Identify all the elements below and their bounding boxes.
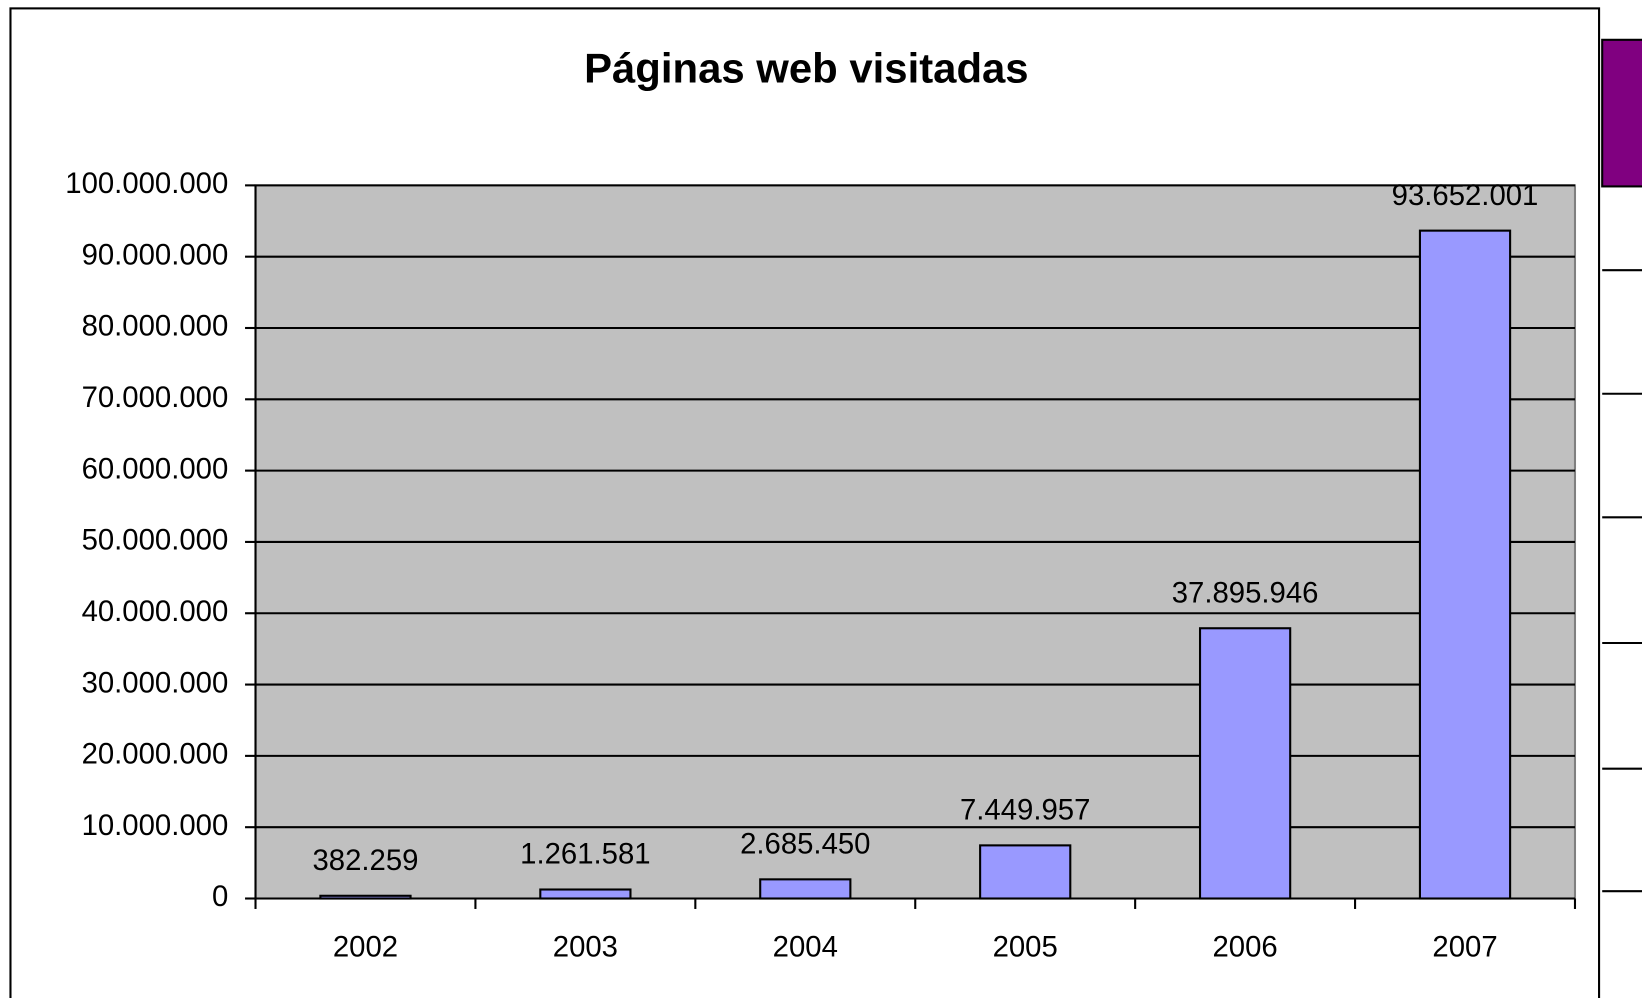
y-tick-label: 40.000.000 <box>82 595 229 628</box>
chart-title: Páginas web visitadas <box>584 44 1029 91</box>
bar <box>319 894 412 900</box>
data-label: 37.895.946 <box>1172 576 1319 609</box>
y-tick-label: 10.000.000 <box>82 809 229 842</box>
y-tick-label: 50.000.000 <box>82 524 229 557</box>
bar <box>979 844 1072 900</box>
y-tick-label: 70.000.000 <box>82 381 229 414</box>
bar <box>539 888 632 900</box>
x-tick-label: 2006 <box>1213 931 1278 964</box>
x-tick-label: 2003 <box>553 931 618 964</box>
y-tick-label: 30.000.000 <box>82 666 229 699</box>
bar <box>759 878 852 900</box>
data-label: 382.259 <box>312 844 418 877</box>
y-tick-label: 0 <box>212 880 228 913</box>
x-tick-label: 2002 <box>333 931 398 964</box>
data-label: 93.652.001 <box>1392 179 1539 212</box>
y-tick-label: 80.000.000 <box>82 310 229 343</box>
x-tick-label: 2007 <box>1432 931 1497 964</box>
bar <box>1198 627 1292 900</box>
data-label: 1.261.581 <box>520 838 650 871</box>
y-tick-label: 60.000.000 <box>82 452 229 485</box>
side-panel <box>1601 38 1642 188</box>
y-tick-label: 100.000.000 <box>65 167 228 200</box>
side-lines <box>1602 269 1642 893</box>
x-tick-label: 2005 <box>993 931 1058 964</box>
y-tick-label: 20.000.000 <box>82 738 229 771</box>
y-tick-label: 90.000.000 <box>82 238 229 271</box>
x-tick-label: 2004 <box>773 931 838 964</box>
data-label: 7.449.957 <box>960 794 1090 827</box>
bar <box>1418 229 1512 900</box>
data-label: 2.685.450 <box>740 828 870 861</box>
